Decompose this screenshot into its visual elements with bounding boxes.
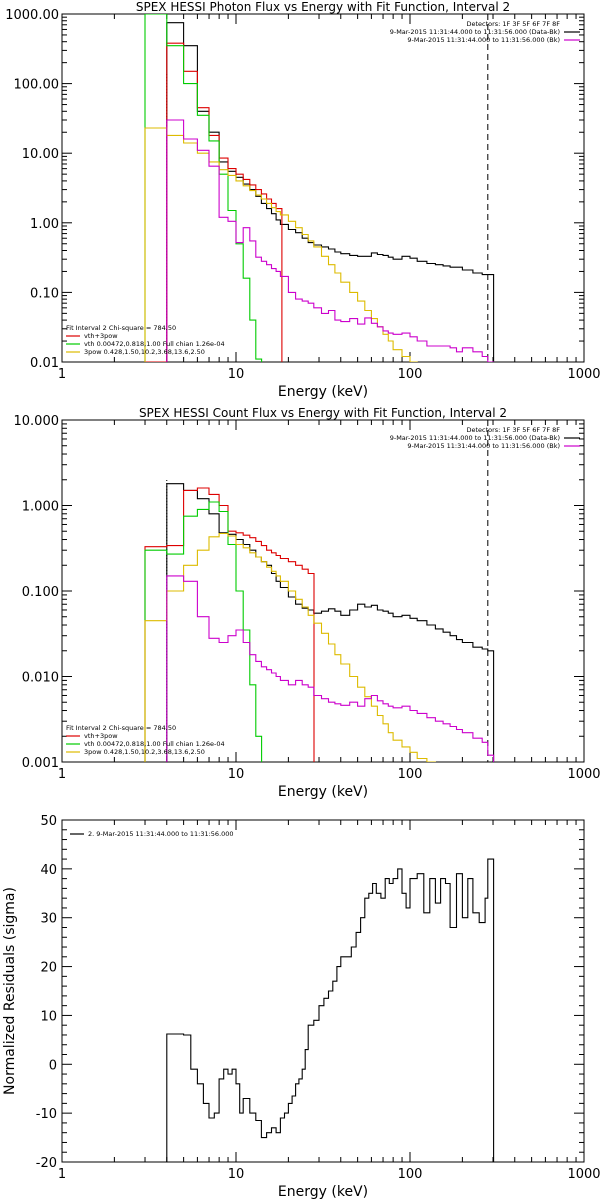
photon-flux-series-bk [166,119,495,362]
count-flux-fit-legend-entry: Fit Interval 2 Chi-square = 784.50 [66,724,176,732]
count-flux-fit-legend-entry: vth+3pow [84,732,118,740]
photon-flux-series-vth [144,14,263,362]
photon-flux-legend-entry: 9-Mar-2015 11:31:44.000 to 11:31:56.000 … [390,28,560,36]
count-flux-x-axis-label: Energy (keV) [278,784,368,800]
count-flux-series-3pow [144,532,436,762]
photon-flux-fit-legend-entry: vth 0.00472,0.818,1.00 Full chian 1.26e-… [84,340,225,348]
count-flux-series-bk [166,575,495,762]
count-flux-legend-entry: 9-Mar-2015 11:31:44.000 to 11:31:56.000 … [407,442,560,450]
count-flux-x-tick-label: 1 [58,767,66,782]
photon-flux-y-tick-label: 1000.00 [5,8,59,23]
photon-flux-fit-legend-entry: 3pow 0.428,1.50,10.2,3.68,13.6,2.50 [84,348,205,356]
photon-flux-y-tick-label: 0.01 [30,356,59,371]
count-flux-fit-legend-entry: 3pow 0.428,1.50,10.2,3.68,13.6,2.50 [84,748,205,756]
photon-flux-series-vth-3pow [144,42,283,362]
residuals-y-tick-label: 20 [40,961,57,976]
residuals-x-tick-label: 100 [398,1167,423,1182]
count-flux-fit-legend-entry: vth 0.00472,0.818,1.00 Full chian 1.26e-… [84,740,225,748]
photon-flux-plot-frame [61,13,585,363]
count-flux-series-data-bk [166,483,495,762]
count-flux-x-tick-label: 1000 [567,767,600,782]
residuals-series-group [166,858,495,1162]
count-flux-y-tick-label: 0.100 [22,585,59,600]
residuals-y-tick-label: 10 [40,1009,57,1024]
count-flux-y-tick-label: 1.000 [22,500,59,515]
residuals-x-tick-label: 10 [228,1167,245,1182]
photon-flux-x-tick-label: 1000 [567,367,600,382]
residuals-y-tick-label: 40 [40,863,57,878]
residuals-y-axis-label: Normalized Residuals (sigma) [2,887,18,1095]
photon-flux-legend-entry: Detectors: 1F 3F 5F 6F 7F 8F [466,20,560,28]
residuals-y-tick-label: 30 [40,912,57,927]
photon-flux-title: SPEX HESSI Photon Flux vs Energy with Fi… [136,0,510,14]
residuals-y-tick-label: -20 [36,1156,57,1171]
count-flux-y-tick-label: 0.001 [22,756,59,771]
count-flux-x-tick-label: 100 [398,767,423,782]
count-flux-series-group [144,483,495,762]
photon-flux-series-3pow [144,127,418,362]
photon-flux-series-group [144,14,495,362]
residuals-x-tick-label: 1 [58,1167,66,1182]
residuals-x-tick-label: 1000 [567,1167,600,1182]
residuals-y-tick-label: 0 [49,1058,57,1073]
count-flux-legend-entry: Detectors: 1F 3F 5F 6F 7F 8F [466,426,560,434]
photon-flux-x-tick-label: 1 [58,367,66,382]
count-flux-series-vth [144,501,263,762]
residuals-x-axis-label: Energy (keV) [278,1184,368,1200]
count-flux-panel: 1 10 100 1000 0.001 0.010 0.100 1.000 10.000 SPEX… [14,406,600,800]
photon-flux-fit-legend-entry: Fit Interval 2 Chi-square = 784.50 [66,324,176,332]
photon-flux-x-axis-label: Energy (keV) [278,384,368,400]
photon-flux-x-tick-label: 10 [228,367,245,382]
residuals-plot-frame [61,819,585,1163]
photon-flux-x-tick-label: 100 [398,367,423,382]
photon-flux-y-tick-label: 100.00 [14,78,60,93]
residuals-y-tick-label: -10 [36,1107,57,1122]
residuals-y-tick-label: 50 [40,814,57,829]
count-flux-series-vth-3pow [144,487,315,762]
count-flux-y-tick-label: 0.010 [22,671,59,686]
count-flux-y-tick-label: 10.000 [14,414,60,429]
residuals-series-2-9-mar-2015-11-31-44-000-to-11-31-56-000 [166,858,495,1162]
count-flux-title: SPEX HESSI Count Flux vs Energy with Fit… [139,406,507,420]
photon-flux-panel: 1 10 100 1000 0.01 0.10 1.00 10.00 100.00 1000.00… [5,0,600,400]
photon-flux-y-tick-label: 0.10 [30,286,59,301]
photon-flux-y-tick-label: 1.00 [30,217,59,232]
count-flux-legend-entry: 9-Mar-2015 11:31:44.000 to 11:31:56.000 … [390,434,560,442]
photon-flux-legend-entry: 9-Mar-2015 11:31:44.000 to 11:31:56.000 … [407,36,560,44]
count-flux-x-tick-label: 10 [228,767,245,782]
photon-flux-fit-legend-entry: vth+3pow [84,332,118,340]
residuals-legend-entry: 2. 9-Mar-2015 11:31:44.000 to 11:31:56.0… [88,830,234,838]
photon-flux-y-tick-label: 10.00 [22,147,59,162]
residuals-panel: 1 10 100 1000 -20 -10 0 10 20 30 40 50 Energy (keV) N… [2,814,600,1200]
